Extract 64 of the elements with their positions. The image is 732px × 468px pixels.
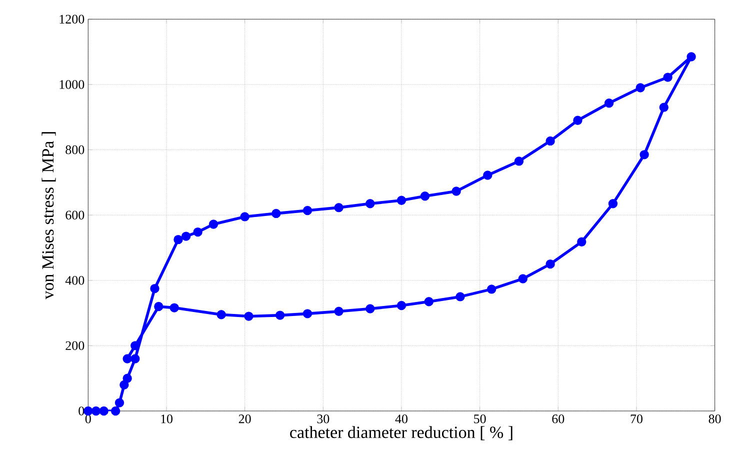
point [366, 198, 375, 208]
point [99, 406, 108, 416]
point [208, 220, 218, 229]
x-tick-label: 10 [161, 414, 172, 424]
point [272, 208, 281, 218]
point [122, 374, 132, 383]
point [663, 72, 672, 82]
point [452, 186, 461, 196]
x-tick-label: 60 [552, 414, 564, 424]
point [114, 398, 124, 408]
y-tick-label: 1000 [60, 80, 84, 89]
x-tick-label: 50 [474, 414, 486, 424]
point [110, 406, 120, 416]
y-tick-label: 200 [66, 341, 84, 350]
point [150, 284, 160, 294]
point [244, 312, 254, 321]
point [514, 156, 524, 166]
point [275, 310, 285, 320]
point [130, 354, 140, 364]
x-tick-label: 40 [395, 414, 408, 424]
point [518, 274, 528, 284]
point [216, 310, 226, 320]
x-tick-label: 20 [238, 414, 251, 424]
point [573, 116, 582, 125]
point [686, 52, 696, 62]
point [577, 237, 586, 246]
point [483, 170, 492, 180]
point [420, 191, 430, 201]
y-tick-label: 1200 [60, 14, 84, 24]
x-tick-label: 80 [708, 414, 721, 424]
point [640, 150, 649, 160]
point [546, 259, 555, 269]
point [334, 306, 344, 316]
point [170, 303, 179, 312]
point [193, 227, 202, 237]
x-tick-label: 70 [630, 414, 642, 424]
y-axis-title: von Mises stress [ MPa ] [42, 132, 56, 300]
point [604, 98, 614, 108]
point [302, 309, 312, 318]
point [659, 102, 668, 112]
point [546, 136, 555, 146]
point [120, 380, 129, 390]
y-tick-label: 0 [78, 406, 84, 416]
point [240, 212, 250, 222]
point [91, 406, 101, 416]
y-tick-label: 600 [66, 210, 84, 220]
point [608, 198, 618, 208]
point [366, 304, 375, 314]
point [486, 284, 496, 294]
point [302, 206, 312, 216]
point [396, 196, 406, 205]
point [334, 202, 344, 212]
x-axis-title: catheter diameter reduction [ % ] [290, 426, 512, 440]
point [456, 292, 465, 302]
point [396, 300, 406, 310]
point [424, 296, 434, 306]
y-tick-label: 800 [66, 145, 84, 154]
point [122, 354, 132, 364]
point [181, 232, 191, 241]
point [154, 302, 164, 312]
x-tick-label: 30 [317, 414, 330, 424]
point [174, 234, 183, 244]
point [636, 83, 645, 92]
y-tick-label: 400 [65, 276, 84, 285]
